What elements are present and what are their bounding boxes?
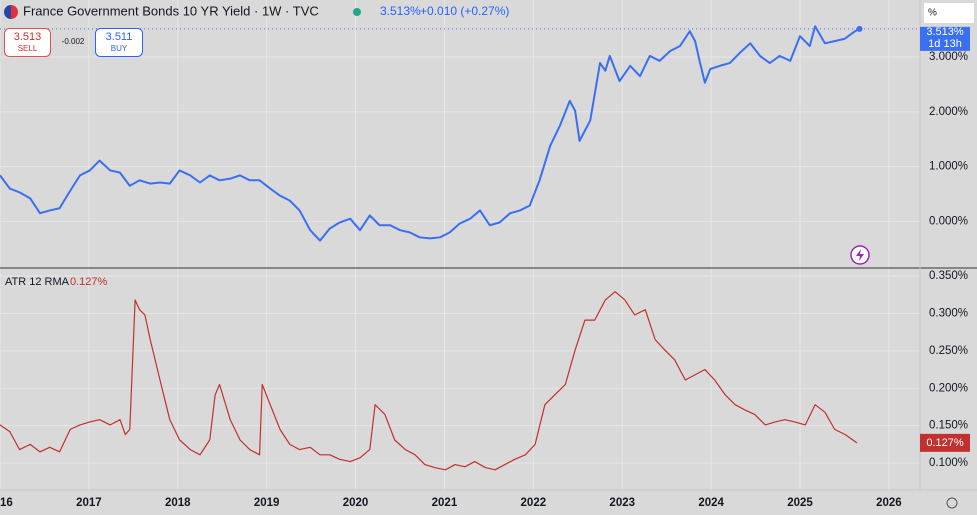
y-tick-label: 0.350% [929, 270, 968, 282]
x-tick-label: 2019 [254, 497, 280, 509]
indicator-value: 0.127% [70, 276, 108, 288]
x-tick-label: 2022 [521, 497, 547, 509]
x-tick-label: 2020 [343, 497, 369, 509]
alert-bolt [856, 249, 864, 261]
y-tick-label: 0.100% [929, 457, 968, 469]
y-tick-label: 1.000% [929, 161, 968, 173]
price-tag [920, 26, 970, 51]
last-point [856, 25, 863, 32]
settings-icon[interactable] [946, 497, 958, 509]
symbol-title: France Government Bonds 10 YR Yield · 1W… [23, 3, 319, 18]
indicator-tag-value: 0.127% [926, 437, 964, 449]
last-price: 3.513% [380, 4, 421, 18]
scale-button[interactable] [924, 3, 974, 23]
indicator-name: ATR 12 RMA [5, 276, 70, 288]
y-tick-label: 0.300% [929, 307, 968, 319]
y-tick-label: 0.250% [929, 345, 968, 357]
marks [0, 0, 920, 490]
x-tick-label: 2016 [0, 497, 13, 509]
price-change: +0.010 (+0.27%) [420, 4, 509, 18]
price-tag-countdown: 1d 13h [928, 38, 962, 50]
y-tick-label: 0.000% [929, 215, 968, 227]
sell-price: 3.513 [14, 31, 42, 43]
market-status [353, 8, 361, 16]
line [0, 25, 861, 242]
sell-button[interactable] [4, 28, 51, 57]
buy-label: BUY [111, 44, 128, 53]
y-tick-label: 3.000% [929, 51, 968, 63]
x-tick-label: 2018 [165, 497, 191, 509]
buy-price: 3.511 [106, 31, 133, 43]
line [0, 291, 858, 471]
x-tick-label: 2023 [609, 497, 635, 509]
buy-button[interactable] [95, 28, 143, 57]
y-tick-label: 2.000% [929, 106, 968, 118]
flag-blue [4, 5, 11, 19]
flag-red [11, 5, 18, 19]
indicator-tag [920, 433, 970, 452]
sell-label: SELL [18, 44, 38, 53]
price-tag-value: 3.513% [926, 26, 964, 38]
x-tick-label: 2026 [876, 497, 902, 509]
y-tick-label: 0.200% [929, 382, 968, 394]
y-tick-label: 0.150% [929, 420, 968, 432]
x-tick-label: 2021 [432, 497, 458, 509]
spread: -0.002 [62, 37, 85, 46]
x-tick-label: 2025 [787, 497, 813, 509]
scale-button-label: % [928, 8, 937, 19]
x-tick-label: 2017 [76, 497, 102, 509]
x-tick-label: 2024 [698, 497, 724, 509]
